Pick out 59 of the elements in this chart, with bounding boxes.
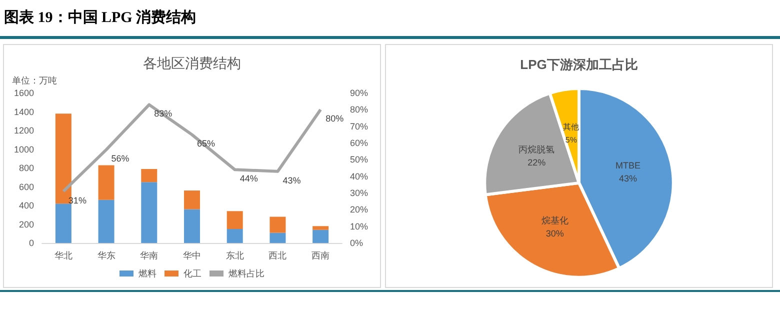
bar [270, 216, 286, 233]
x-tick-label: 华南 [140, 250, 158, 260]
chart-title: 各地区消费结构 [143, 55, 241, 71]
data-label: 83% [154, 108, 172, 119]
y2-tick-label: 70% [350, 121, 368, 132]
bar [141, 182, 158, 243]
y-tick-label: 400 [18, 200, 34, 210]
legend-label: 化工 [184, 268, 202, 278]
y-tick-label: 800 [18, 163, 34, 173]
y-axis-title: 单位：万吨 [12, 76, 57, 86]
y-tick-label: 1200 [14, 126, 34, 136]
y-tick-label: 0 [28, 238, 34, 248]
text: 图表 19：中国 LPG 消费结构 [4, 8, 196, 27]
slice-label: 烷基化 [541, 215, 568, 226]
data-label: 65% [197, 138, 216, 149]
y2-tick-label: 0% [350, 238, 364, 248]
y-tick-label: 1600 [14, 88, 34, 98]
bar [184, 209, 200, 243]
data-label: 80% [326, 114, 344, 124]
y-tick-label: 1000 [14, 144, 34, 154]
y2-tick-label: 20% [350, 204, 368, 215]
y2-tick-label: 40% [350, 171, 368, 182]
y2-tick-label: 90% [350, 88, 368, 98]
bar [312, 230, 329, 243]
data-label: 22% [528, 158, 546, 168]
bar [226, 211, 243, 229]
y-tick-label: 600 [18, 182, 34, 192]
y2-tick-label: 50% [350, 154, 368, 165]
bar [55, 204, 72, 243]
bar [312, 226, 329, 230]
data-label: 56% [111, 154, 130, 164]
bar [270, 232, 286, 243]
chart-title: LPG下游深加工占比 [520, 57, 638, 72]
legend-label: 燃料占比 [228, 268, 264, 278]
bar [184, 190, 200, 210]
slice-label: MTBE [615, 160, 640, 170]
bar [226, 228, 243, 243]
x-tick-label: 华东 [97, 250, 116, 260]
x-tick-label: 华北 [54, 250, 72, 260]
data-label: 44% [240, 174, 258, 184]
x-tick-label: 东北 [226, 250, 244, 260]
bar [141, 168, 158, 182]
x-tick-label: 西北 [268, 250, 287, 260]
legend-label: 燃料 [138, 268, 156, 278]
bar [98, 165, 114, 200]
x-tick-label: 华中 [183, 250, 201, 260]
y2-tick-label: 30% [350, 188, 368, 198]
bar [98, 200, 114, 243]
slice-label: 丙烷脱氢 [518, 144, 555, 155]
data-label: 43% [282, 175, 301, 186]
y-tick-label: 1400 [14, 106, 34, 117]
y2-tick-label: 80% [350, 104, 368, 115]
x-tick-label: 西南 [312, 250, 330, 260]
line-series [62, 103, 322, 193]
y2-tick-label: 10% [350, 221, 368, 232]
data-label: 43% [618, 173, 637, 184]
y2-tick-label: 60% [350, 138, 368, 148]
y-tick-label: 200 [18, 219, 34, 230]
data-label: 30% [546, 228, 564, 238]
